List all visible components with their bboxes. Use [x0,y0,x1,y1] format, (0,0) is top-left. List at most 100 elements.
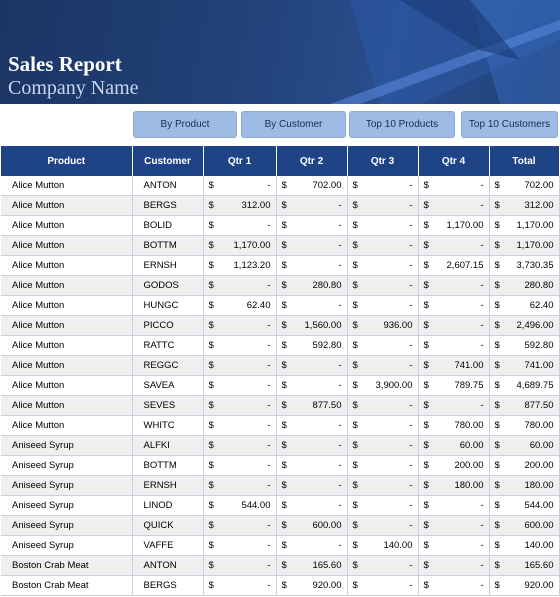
total-cell: $4,689.75 [489,375,560,396]
table-row[interactable]: Alice Mutton WHITC $ - $ - $ - $780.00 $780.00 [1,415,560,436]
q4-cell: $ - [418,315,490,336]
currency-symbol: $ [281,540,287,551]
amount: - [409,520,413,531]
currency-symbol: $ [352,400,358,411]
currency-symbol: $ [208,240,214,251]
q2-cell: $ - [276,375,348,396]
table-row[interactable]: Aniseed Syrup LINOD $544.00 $ - $ - $ - $544.00 [1,495,560,516]
table-row[interactable]: Alice Mutton BERGS $312.00 $ - $ - $ - $312.00 [1,195,560,216]
currency-symbol: $ [352,480,358,491]
amount: - [338,360,342,371]
column-header-qtr-3[interactable]: Qtr 3 [347,146,419,176]
currency-symbol: $ [494,360,500,371]
amount: - [409,300,413,311]
currency-symbol: $ [352,440,358,451]
amount: 2,607.15 [446,260,484,271]
q4-cell: $ - [418,335,490,356]
q4-cell: $ - [418,176,490,196]
by-customer-button[interactable]: By Customer [241,111,346,138]
amount: 936.00 [383,320,413,331]
table-row[interactable]: Aniseed Syrup ERNSH $ - $ - $ - $180.00 $180.00 [1,475,560,496]
customer-cell: BOTTM [132,455,204,476]
currency-value: $ - [277,360,347,371]
currency-symbol: $ [281,520,287,531]
currency-symbol: $ [423,240,429,251]
q4-cell: $60.00 [418,435,490,456]
q4-cell: $ - [418,555,490,576]
currency-symbol: $ [494,440,500,451]
currency-value: $ - [348,300,418,311]
table-row[interactable]: Alice Mutton BOLID $ - $ - $ - $1,170.00 $1,170.0… [1,215,560,236]
q2-cell: $ - [276,255,348,276]
table-row[interactable]: Alice Mutton GODOS $ - $280.80 $ - $ - $280.80 [1,275,560,296]
amount: 702.00 [312,180,342,191]
table-row[interactable]: Aniseed Syrup VAFFE $ - $ - $140.00 $ - $140.00 [1,535,560,556]
total-cell: $62.40 [489,295,560,316]
currency-value: $ - [204,380,276,391]
top-10-products-button[interactable]: Top 10 Products [349,111,455,138]
amount: - [480,400,484,411]
amount: - [480,540,484,551]
table-row[interactable]: Alice Mutton BOTTM $1,170.00 $ - $ - $ - $1,170.0… [1,235,560,256]
amount: - [480,500,484,511]
currency-value: $ - [204,560,276,571]
column-header-customer[interactable]: Customer [132,146,204,176]
amount: 4,689.75 [516,380,554,391]
currency-value: $877.50 [277,400,347,411]
top-10-customers-button[interactable]: Top 10 Customers [461,111,558,138]
customer-cell: LINOD [132,495,204,516]
currency-value: $877.50 [490,400,559,411]
q4-cell: $1,170.00 [418,215,490,236]
currency-symbol: $ [352,500,358,511]
table-row[interactable]: Alice Mutton RATTC $ - $592.80 $ - $ - $592.80 [1,335,560,356]
table-row[interactable]: Alice Mutton ANTON $ - $702.00 $ - $ - $702.00 [1,176,560,196]
q3-cell: $ - [347,455,419,476]
currency-symbol: $ [494,480,500,491]
currency-symbol: $ [208,340,214,351]
table-row[interactable]: Boston Crab Meat BERGS $ - $920.00 $ - $ - $920.0… [1,575,560,596]
customer-cell: RATTC [132,335,204,356]
currency-value: $ - [277,260,347,271]
currency-symbol: $ [494,460,500,471]
report-title: Sales Report [8,52,122,76]
currency-value: $ - [419,320,489,331]
column-header-product[interactable]: Product [1,146,133,176]
table-row[interactable]: Aniseed Syrup QUICK $ - $600.00 $ - $ - $600.00 [1,515,560,536]
table-row[interactable]: Alice Mutton HUNGC $62.40 $ - $ - $ - $62.40 [1,295,560,316]
amount: 200.00 [524,460,554,471]
column-header-qtr-1[interactable]: Qtr 1 [203,146,277,176]
q1-cell: $1,123.20 [203,255,277,276]
table-row[interactable]: Alice Mutton SAVEA $ - $ - $3,900.00 $789.75 $4,… [1,375,560,396]
q4-cell: $741.00 [418,355,490,376]
currency-symbol: $ [281,280,287,291]
table-row[interactable]: Aniseed Syrup BOTTM $ - $ - $ - $200.00 $200.00 [1,455,560,476]
currency-symbol: $ [352,180,358,191]
q4-cell: $ - [418,515,490,536]
currency-symbol: $ [423,360,429,371]
currency-symbol: $ [423,260,429,271]
q1-cell: $ - [203,475,277,496]
column-header-qtr-2[interactable]: Qtr 2 [276,146,348,176]
currency-value: $ - [419,200,489,211]
column-header-qtr-4[interactable]: Qtr 4 [418,146,490,176]
table-row[interactable]: Aniseed Syrup ALFKI $ - $ - $ - $60.00 $60.00 [1,435,560,456]
q3-cell: $ - [347,415,419,436]
product-cell: Alice Mutton [1,335,133,356]
table-body: Alice Mutton ANTON $ - $702.00 $ - $ - $702.00 Ali… [1,176,560,596]
currency-symbol: $ [208,200,214,211]
currency-value: $ - [348,460,418,471]
amount: - [267,180,271,191]
table-row[interactable]: Boston Crab Meat ANTON $ - $165.60 $ - $ - $165.6… [1,555,560,576]
currency-symbol: $ [208,360,214,371]
product-cell: Aniseed Syrup [1,435,133,456]
table-row[interactable]: Alice Mutton SEVES $ - $877.50 $ - $ - $877.50 [1,395,560,416]
column-header-total[interactable]: Total [489,146,560,176]
q4-cell: $ - [418,235,490,256]
currency-symbol: $ [494,540,500,551]
table-row[interactable]: Alice Mutton PICCO $ - $1,560.00 $936.00 $ - $2,… [1,315,560,336]
q1-cell: $312.00 [203,195,277,216]
by-product-button[interactable]: By Product [133,111,237,138]
table-row[interactable]: Alice Mutton REGGC $ - $ - $ - $741.00 $741.00 [1,355,560,376]
table-row[interactable]: Alice Mutton ERNSH $1,123.20 $ - $ - $2,607.15 $… [1,255,560,276]
total-cell: $600.00 [489,515,560,536]
